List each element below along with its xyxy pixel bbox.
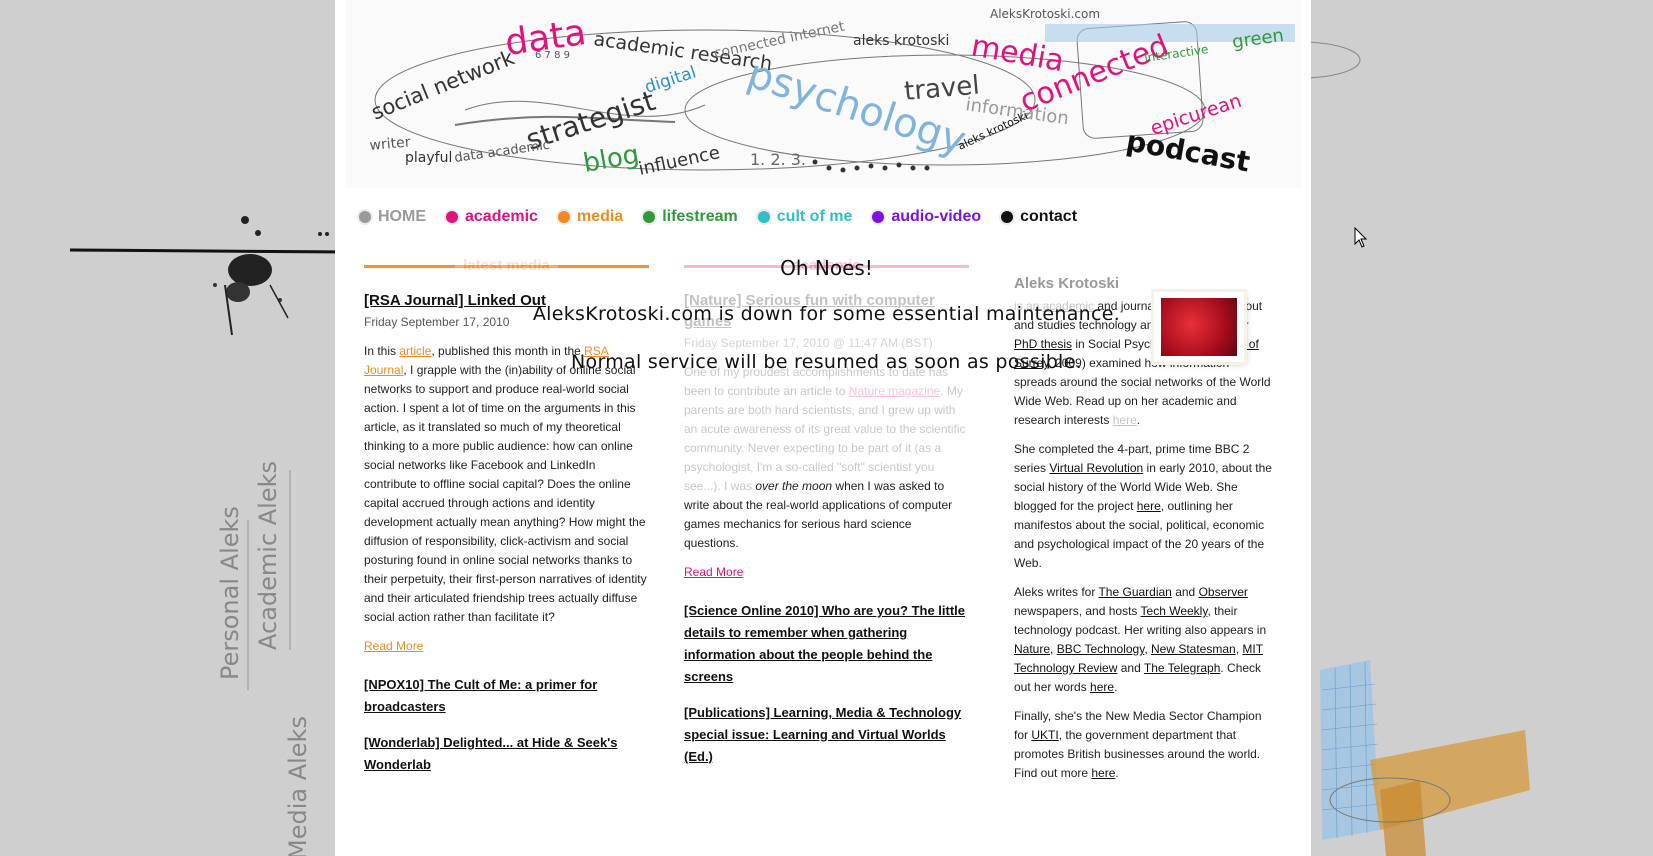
- nav-label: audio-video: [891, 208, 982, 225]
- phd-thesis-link[interactable]: PhD thesis: [1014, 337, 1073, 351]
- main-page: data academic research social network al…: [335, 0, 1311, 856]
- side-label-media: Media Aleks: [284, 716, 312, 856]
- nav-bullet-icon: [757, 211, 770, 223]
- mouse-cursor-icon: [1354, 227, 1368, 248]
- academic-link[interactable]: academic: [1042, 299, 1095, 313]
- nav-bullet-icon: [446, 211, 458, 223]
- side-label-personal: Personal Aleks: [216, 506, 244, 680]
- research-here-link[interactable]: here: [1112, 413, 1137, 427]
- words-here-link[interactable]: here: [1090, 680, 1115, 694]
- section-heading: latest media: [364, 256, 649, 274]
- avatar: [1154, 292, 1244, 362]
- post-body: In this article, published this month in…: [364, 344, 647, 624]
- post-body: One of my proudest accomplishments to da…: [684, 365, 966, 550]
- rsa-journal-link[interactable]: RSA Journal: [364, 344, 609, 377]
- handwritten-nav-labels: Personal Aleks Academic Aleks Media Alek…: [216, 461, 312, 856]
- post-title-link[interactable]: [Wonderlab] Delighted... at Hide & Seek'…: [364, 735, 618, 772]
- latest-media-column: latest media [RSA Journal] Linked Out Fr…: [364, 256, 649, 790]
- mit-technology-review-link[interactable]: MIT Technology Review: [1014, 642, 1264, 675]
- new-statesman-link[interactable]: New Statesman: [1150, 642, 1236, 656]
- post-date: Friday September 17, 2010 @ 11:47 AM (BS…: [684, 336, 933, 350]
- telegraph-link[interactable]: The Telegraph: [1143, 661, 1221, 675]
- banner-word: AleksKrotoski.com: [990, 7, 1100, 21]
- find-out-more-link[interactable]: here: [1091, 766, 1116, 780]
- main-navigation: HOME academic media lifestream cult of m…: [359, 205, 1097, 229]
- academic-column: academic [Nature] Serious fun with compu…: [684, 256, 969, 782]
- banner-word: 1. 2. 3.: [750, 150, 806, 169]
- blog-here-link[interactable]: here: [1136, 499, 1161, 513]
- nav-lifestream[interactable]: lifestream: [643, 208, 738, 226]
- nav-bullet-icon: [557, 211, 570, 223]
- article-link[interactable]: article: [399, 344, 432, 358]
- banner-word: 6 7 8 9: [535, 50, 570, 61]
- banner-word: aleks krotoski: [853, 33, 949, 49]
- tech-weekly-link[interactable]: Tech Weekly: [1140, 604, 1208, 618]
- ink-splat-decoration: [69, 216, 351, 336]
- about-column: Aleks Krotoski is an academic and journa…: [1014, 256, 1274, 793]
- about-paragraph: She completed the 4-part, prime time BBC…: [1014, 442, 1272, 570]
- post-date: Friday September 17, 2010: [364, 315, 510, 329]
- nav-bullet-icon: [643, 211, 656, 223]
- nav-home[interactable]: HOME: [359, 208, 426, 226]
- nav-media[interactable]: media: [557, 208, 624, 226]
- post-title-link[interactable]: [Nature] Serious fun with computer games: [684, 292, 935, 330]
- banner-word: writer: [369, 134, 411, 154]
- virtual-revolution-link[interactable]: Virtual Revolution: [1049, 461, 1144, 475]
- nav-label: contact: [1020, 208, 1078, 225]
- nav-audio-video[interactable]: audio-video: [872, 208, 981, 226]
- nav-bullet-icon: [1001, 211, 1014, 223]
- about-paragraph: Aleks writes for The Guardian and Observ…: [1014, 585, 1267, 694]
- section-heading: academic: [684, 256, 969, 274]
- bbc-technology-link[interactable]: BBC Technology: [1056, 642, 1145, 656]
- section-heading-label: latest media: [455, 257, 558, 274]
- nav-academic[interactable]: academic: [446, 208, 538, 226]
- about-paragraph: Finally, she's the New Media Sector Cham…: [1014, 709, 1262, 780]
- notebook-tape-decoration: [1320, 660, 1530, 856]
- banner-word: playful: [405, 150, 452, 166]
- read-more-link[interactable]: Read More: [684, 565, 744, 579]
- side-label-academic: Academic Aleks: [254, 461, 282, 650]
- nav-label: HOME: [378, 208, 426, 225]
- post-title-link[interactable]: [RSA Journal] Linked Out: [364, 292, 546, 309]
- post-title-link[interactable]: [Publications] Learning, Media & Technol…: [684, 705, 962, 764]
- observer-link[interactable]: Observer: [1198, 585, 1248, 599]
- site-banner[interactable]: data academic research social network al…: [345, 0, 1301, 188]
- read-more-link[interactable]: Read More: [364, 639, 424, 653]
- nature-magazine-link[interactable]: Nature magazine: [848, 384, 941, 398]
- nav-contact[interactable]: contact: [1001, 208, 1077, 226]
- post-title-link[interactable]: [Science Online 2010] Who are you? The l…: [684, 603, 966, 684]
- nav-label: media: [576, 208, 624, 225]
- nav-label: cult of me: [776, 208, 853, 225]
- nature-link[interactable]: Nature: [1014, 642, 1051, 656]
- ukti-link[interactable]: UKTI: [1031, 728, 1059, 742]
- about-name: Aleks Krotoski: [1014, 275, 1120, 292]
- nav-label: lifestream: [662, 208, 738, 225]
- nav-bullet-icon: [872, 211, 885, 223]
- post-title-link[interactable]: [NPOX10] The Cult of Me: a primer for br…: [364, 677, 598, 714]
- nav-cult-of-me[interactable]: cult of me: [757, 208, 853, 226]
- faded-post-block: [Nature] Serious fun with computer games…: [684, 290, 969, 353]
- nav-label: academic: [465, 208, 538, 225]
- banner-word: travel: [903, 71, 981, 107]
- section-heading-label: academic: [784, 257, 869, 274]
- nav-bullet-icon: [359, 211, 371, 223]
- guardian-link[interactable]: The Guardian: [1098, 585, 1172, 599]
